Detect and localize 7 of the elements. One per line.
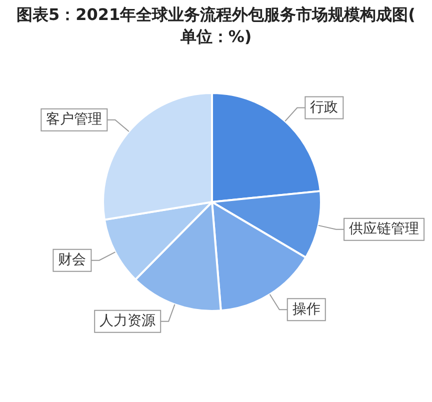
slice-label: 行政	[310, 99, 338, 116]
slice-label: 财会	[58, 252, 86, 268]
slice-label: 人力资源	[100, 312, 156, 329]
slice-label: 供应链管理	[349, 220, 420, 237]
slice-label: 操作	[292, 301, 320, 318]
slice-label: 客户管理	[46, 111, 102, 128]
chart-title: 图表5：2021年全球业务流程外包服务市场规模构成图(单位：%)	[16, 5, 416, 46]
